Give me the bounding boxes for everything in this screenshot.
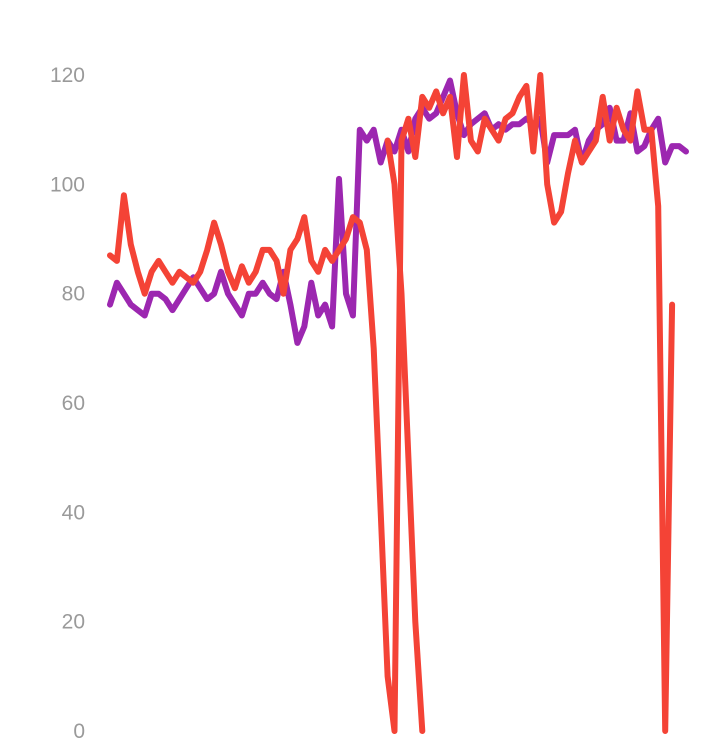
y-tick-label: 0	[73, 720, 85, 743]
y-tick-label: 80	[62, 283, 85, 306]
series-line-3	[384, 137, 426, 734]
series-line-1	[107, 77, 689, 346]
y-axis-ticks: 0 20 40 60 80 100 120	[50, 64, 85, 743]
series-group	[107, 72, 689, 734]
y-tick-label: 100	[50, 173, 85, 196]
y-tick-label: 40	[62, 501, 85, 524]
y-tick-label: 60	[62, 392, 85, 415]
y-tick-label: 20	[62, 611, 85, 634]
series-line-2	[107, 72, 676, 734]
y-tick-label: 120	[50, 64, 85, 87]
